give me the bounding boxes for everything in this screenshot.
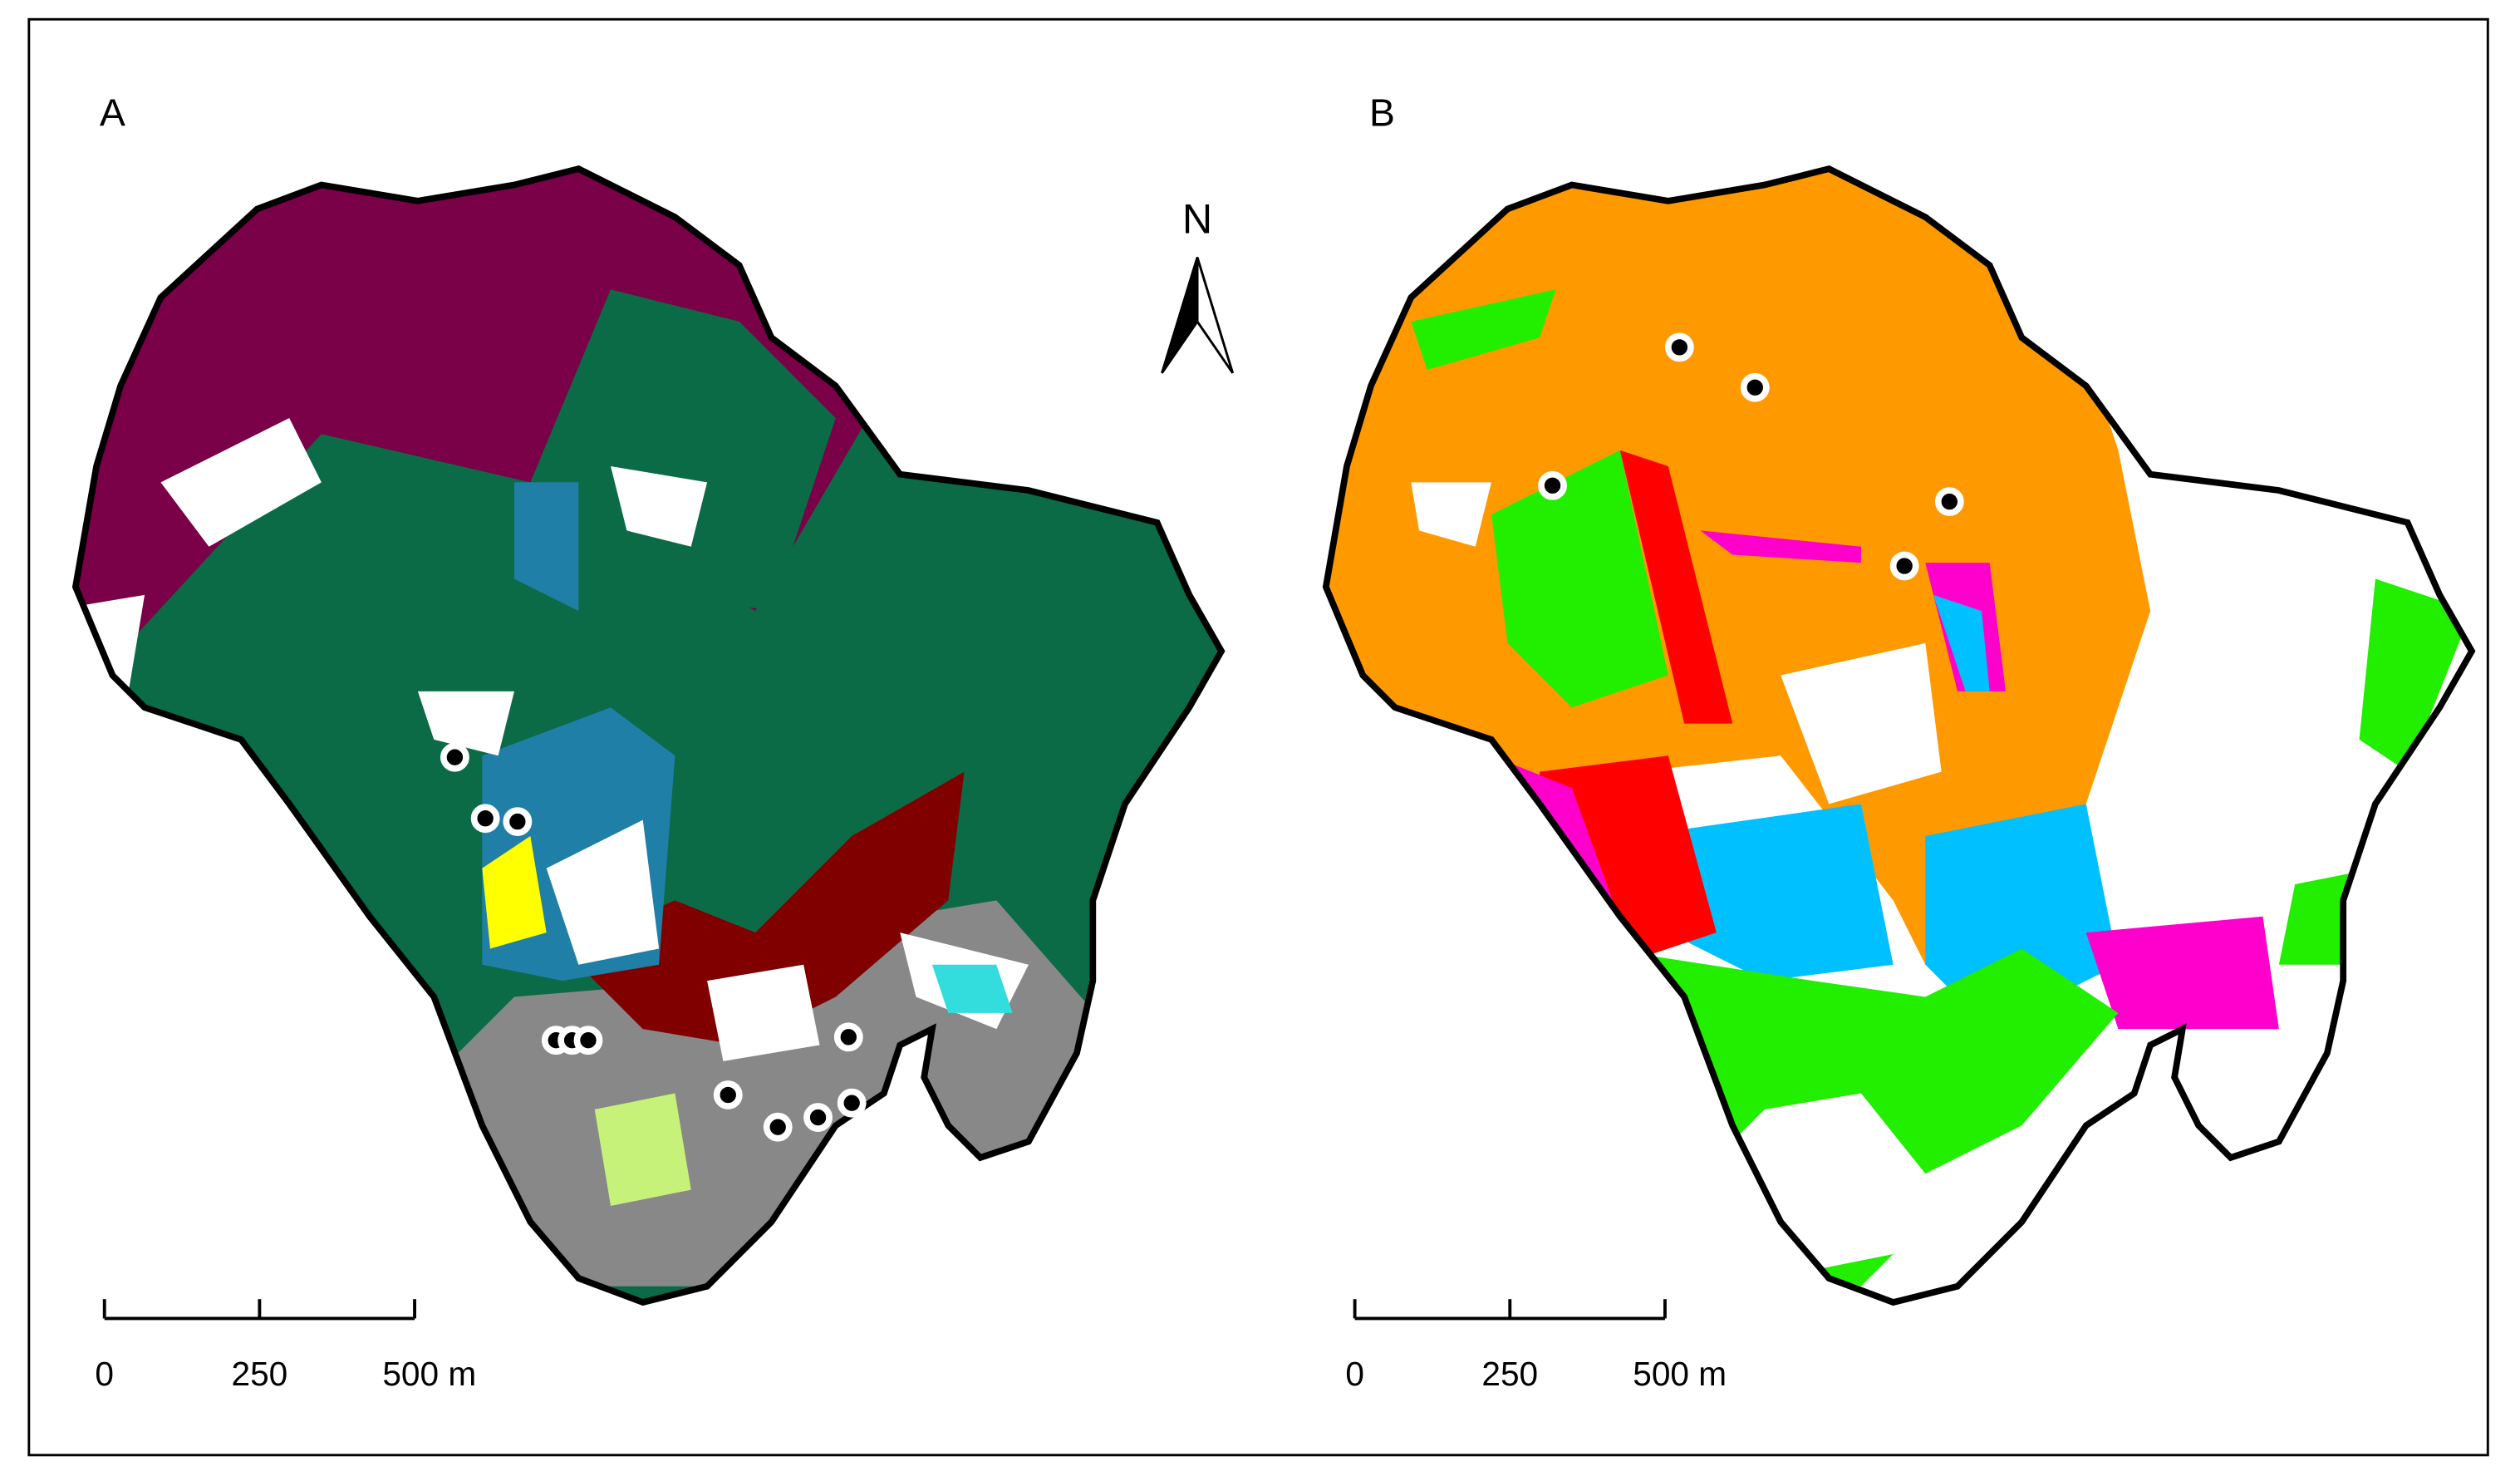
- map-panel-a: A: [0, 91, 1285, 1447]
- sample-points-b: [1538, 332, 1964, 581]
- scale-bar-label: 0: [95, 1355, 114, 1393]
- scale-bar-label: 500 m: [382, 1355, 476, 1393]
- panel-label: A: [100, 91, 125, 135]
- land-cover-b: [1325, 169, 2472, 1303]
- scale-bar-label: 250: [1481, 1355, 1538, 1393]
- scale-bar: 0 250 500 m: [95, 1299, 476, 1393]
- scale-bar-label: 0: [1345, 1355, 1364, 1393]
- panel-label: B: [1369, 91, 1395, 135]
- scale-bar-label: 250: [232, 1355, 288, 1393]
- scale-bar: 0 250 500 m: [1345, 1299, 1727, 1393]
- frame: [27, 17, 2489, 1457]
- north-label: N: [1182, 194, 1212, 242]
- north-arrow: N: [1161, 194, 1235, 374]
- scale-bar-label: 500 m: [1633, 1355, 1727, 1393]
- sample-points-a: [440, 742, 867, 1142]
- map-panel-b: B: [1250, 91, 2520, 1447]
